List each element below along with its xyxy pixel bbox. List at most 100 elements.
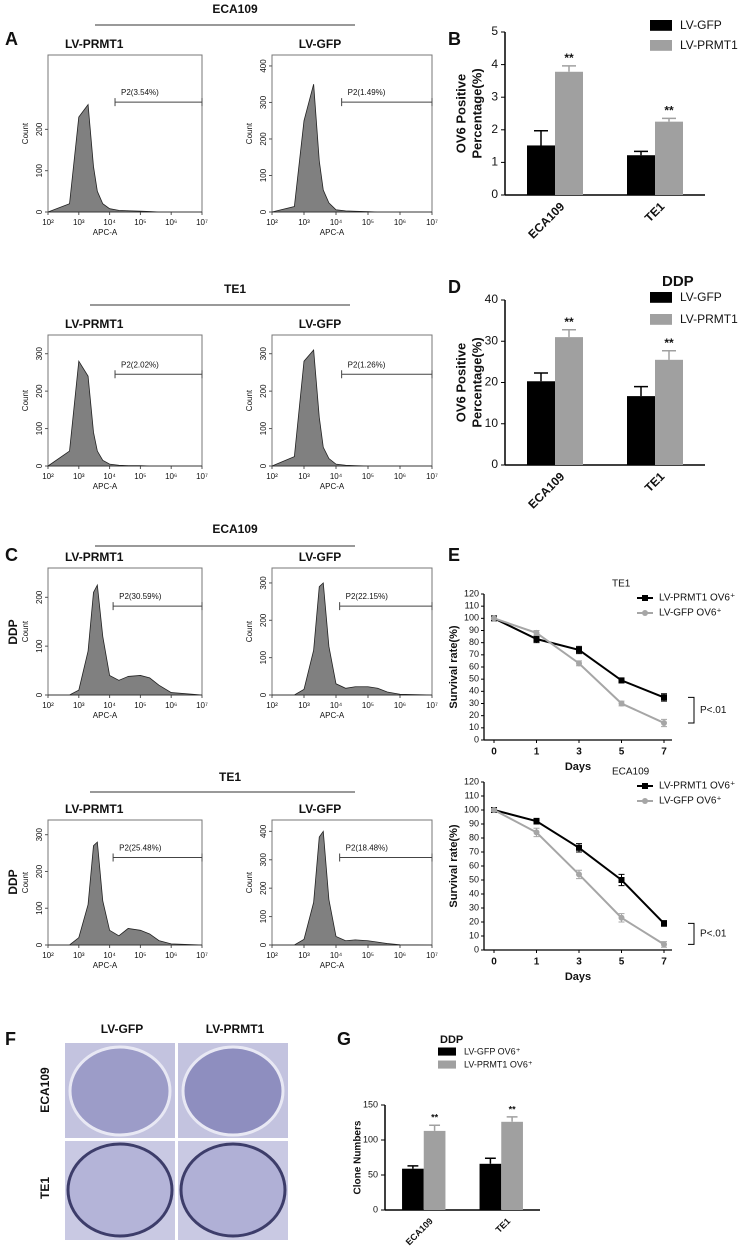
- x-tick-label: 10³: [298, 472, 310, 481]
- x-tick-label: 10⁴: [330, 701, 343, 710]
- legend-label: LV-PRMT1: [680, 38, 738, 52]
- histogram-area: [272, 582, 433, 696]
- bar: [479, 1163, 502, 1210]
- marker: [491, 807, 497, 813]
- y-tick-label: 400: [259, 59, 268, 73]
- y-tick-label: 0: [259, 692, 268, 697]
- gate: [341, 370, 433, 379]
- bar: [402, 1168, 424, 1210]
- legend-label: LV-GFP OV6⁺: [659, 608, 722, 619]
- x-tick-label: TE1: [642, 199, 668, 225]
- y-tick-label: 1: [491, 155, 498, 169]
- histogram-area: [48, 841, 203, 946]
- x-tick-label: 10²: [266, 472, 278, 481]
- histogram-area: [47, 103, 202, 213]
- x-tick-label: 10³: [73, 951, 85, 960]
- y-tick-label: 0: [259, 942, 268, 947]
- x-tick-label: TE1: [494, 1216, 513, 1235]
- y-tick-label: 120: [464, 776, 479, 786]
- marker: [661, 719, 667, 726]
- significance-bracket: [688, 922, 695, 945]
- y-tick-label: 10: [469, 930, 479, 940]
- y-axis-label: Count: [245, 871, 254, 893]
- marker: [618, 700, 625, 707]
- marker: [533, 636, 540, 643]
- x-tick-label: 10⁶: [165, 218, 177, 227]
- y-tick-label: 300: [259, 95, 268, 109]
- legend-marker: [642, 610, 648, 616]
- x-tick-label: 10⁷: [196, 472, 208, 481]
- plot-title: LV-PRMT1: [65, 37, 124, 51]
- y-tick-label: 50: [368, 1169, 378, 1179]
- legend-swatch: [650, 20, 672, 31]
- x-axis-label: Days: [565, 761, 591, 773]
- y-tick-label: 300: [35, 827, 44, 841]
- group-title: TE1: [219, 770, 241, 784]
- x-axis-label: APC-A: [320, 482, 345, 491]
- plot-title: LV-GFP: [299, 802, 341, 816]
- histogram-area: [272, 830, 433, 946]
- x-axis-label: APC-A: [93, 711, 118, 720]
- error-bar: [506, 1116, 518, 1122]
- y-tick-label: 400: [259, 824, 268, 838]
- significance-label: **: [564, 51, 574, 65]
- y-tick-label: 300: [259, 576, 268, 590]
- gate: [112, 602, 203, 611]
- x-tick-label: 7: [661, 957, 667, 968]
- y-tick-label: 70: [469, 846, 479, 856]
- x-tick-label: 10⁵: [134, 472, 146, 481]
- marker: [533, 818, 540, 825]
- x-tick-label: 10⁵: [362, 951, 374, 960]
- plot-title: LV-GFP: [299, 317, 341, 331]
- y-tick-label: 20: [469, 710, 479, 720]
- gate: [114, 98, 203, 107]
- y-axis-label: Count: [245, 389, 254, 411]
- error-bar: [634, 385, 648, 397]
- x-tick-label: 10³: [298, 218, 310, 227]
- panel-letter: D: [448, 277, 461, 297]
- y-tick-label: 120: [464, 588, 479, 598]
- x-tick-label: 10⁶: [165, 472, 177, 481]
- y-tick-label: 200: [35, 384, 44, 398]
- gate-label: P2(22.15%): [346, 592, 389, 601]
- error-bar: [662, 349, 676, 360]
- marker: [533, 629, 540, 636]
- x-tick-label: 10⁶: [394, 951, 406, 960]
- x-tick-label: 3: [576, 747, 582, 758]
- x-tick-label: 10⁵: [362, 218, 374, 227]
- y-tick-label: 20: [485, 375, 499, 389]
- y-tick-label: 200: [35, 864, 44, 878]
- y-tick-label: 0: [35, 942, 44, 947]
- error-bar: [534, 130, 548, 146]
- bar: [555, 337, 583, 465]
- plot-frame: [47, 819, 203, 946]
- marker: [618, 877, 625, 883]
- x-axis-label: APC-A: [93, 228, 118, 237]
- x-tick-label: 10⁴: [103, 701, 116, 710]
- x-tick-label: 10³: [73, 701, 85, 710]
- y-tick-label: 100: [464, 613, 479, 623]
- histogram-area: [271, 348, 432, 467]
- histogram-area: [46, 359, 202, 467]
- y-axis-label: Count: [21, 871, 30, 893]
- x-tick-label: 10³: [298, 951, 310, 960]
- y-tick-label: 100: [35, 639, 44, 653]
- histogram-area: [271, 84, 432, 213]
- gate-label: P2(2.02%): [121, 360, 159, 369]
- legend-label: LV-GFP OV6⁺: [659, 796, 722, 807]
- y-tick-label: 100: [363, 1134, 378, 1144]
- significance-label: **: [664, 104, 674, 118]
- plot-title: LV-PRMT1: [65, 317, 124, 331]
- y-tick-label: 30: [485, 333, 499, 347]
- y-tick-label: 200: [35, 122, 44, 136]
- x-tick-label: TE1: [642, 469, 668, 495]
- histogram-area: [48, 583, 203, 696]
- y-axis-label: Survival rate(%): [448, 824, 460, 907]
- significance-label: **: [564, 315, 574, 329]
- gate-label: P2(1.49%): [348, 88, 386, 97]
- legend-label: LV-PRMT1 OV6⁺: [659, 781, 735, 792]
- y-tick-label: 40: [485, 292, 499, 306]
- x-axis-label: APC-A: [93, 482, 118, 491]
- plot-title: LV-GFP: [299, 550, 341, 564]
- plot-title: LV-GFP: [299, 37, 341, 51]
